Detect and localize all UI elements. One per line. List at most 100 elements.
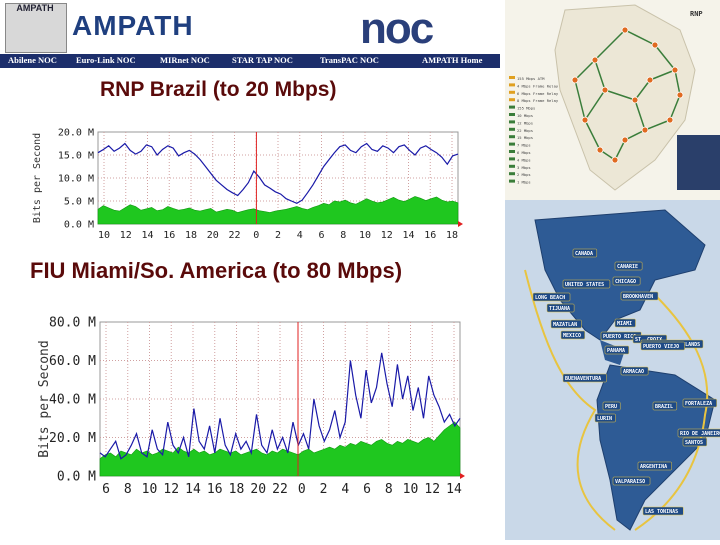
map-callout-box (560, 330, 586, 340)
outbound-line (97, 142, 459, 204)
legend-label: 155 Mbps (517, 106, 535, 111)
legend-swatch (509, 105, 515, 109)
map-callout-label: MEXICO (563, 333, 581, 339)
y-tick-label: 80.0 M (49, 316, 96, 331)
x-tick-label: 8 (124, 482, 132, 497)
map-callout-box (562, 279, 611, 289)
x-tick-label: 12 (120, 230, 132, 241)
network-node (601, 86, 609, 94)
x-tick-label: 20 (207, 230, 219, 241)
network-link (594, 59, 606, 91)
map-callout-box (612, 276, 641, 286)
x-tick-label: 22 (272, 482, 288, 497)
map-callout-box (637, 461, 672, 471)
x-tick-label: 22 (228, 230, 240, 241)
map-callout-label: CHICAGO (615, 279, 636, 285)
map-callout-box (604, 345, 630, 355)
map-callout-label: BUENAVENTURA (565, 376, 601, 382)
map-callout-label: MIAMI (617, 321, 632, 327)
x-tick-label: 10 (98, 230, 110, 241)
axis-arrow (458, 221, 463, 227)
inbound-area (97, 196, 459, 225)
map-callout-box (532, 292, 571, 302)
nav-link-ampath-home[interactable]: AMPATH Home (422, 55, 483, 65)
nav-link-startap[interactable]: STAR TAP NOC (232, 55, 293, 65)
ampath-brand[interactable]: AMPATH (72, 10, 194, 41)
chart-title-fiu: FIU Miami/So. America (to 80 Mbps) (30, 258, 403, 283)
legend-swatch (509, 142, 515, 146)
noc-logo: noc (360, 4, 434, 53)
x-tick-label: 8 (340, 230, 346, 241)
legend-label: 7 Mbps (517, 143, 531, 148)
network-link (669, 94, 681, 121)
x-tick-label: 16 (207, 482, 223, 497)
map-callout-label: FORTALEZA (685, 401, 712, 407)
map-callout-label: UNITED STATES (565, 282, 604, 288)
legend-swatch (509, 150, 515, 153)
nav-link-eurolink[interactable]: Euro-Link NOC (76, 55, 136, 65)
map-callout-box (614, 318, 636, 328)
network-node (671, 66, 679, 74)
map-callout-label: ARGENTINA (640, 464, 667, 470)
map-callout-label: TIJUANA (549, 306, 570, 312)
legend-swatch (509, 157, 515, 161)
ampath-logo[interactable] (5, 3, 67, 53)
map-callout-label: CANARIE (617, 264, 638, 270)
network-node (621, 26, 629, 34)
network-link (604, 89, 636, 101)
network-link (574, 79, 586, 121)
nav-bar: Abilene NOC Euro-Link NOC MIRnet NOC STA… (0, 54, 500, 68)
inset-photo (677, 135, 720, 190)
map-callout-label: PUERTO RICO (603, 334, 636, 340)
network-node (676, 91, 684, 99)
x-tick-label: 12 (163, 482, 179, 497)
rnp-network-map: RNP 155 Mbps ATM 4 Mbps Frame Relay 6 Mbps … (505, 0, 720, 200)
y-tick-label: 15.0 M (58, 151, 94, 162)
y-tick-label: 20.0 M (58, 128, 94, 139)
x-tick-label: 10 (142, 482, 158, 497)
x-tick-label: 8 (385, 482, 393, 497)
legend-label: 15 Mbps (517, 135, 533, 140)
y-tick-label: 5.0 M (64, 197, 94, 208)
map-callout-label: ARMACAO (623, 369, 644, 375)
map-callout-box (620, 291, 659, 301)
network-node (666, 116, 674, 124)
legend-swatch (509, 113, 515, 116)
legend-label: 4 Mbps Frame Relay (517, 83, 559, 88)
network-link (649, 69, 676, 81)
network-link (634, 99, 646, 131)
map-callout-box (594, 413, 616, 423)
network-link (644, 119, 671, 131)
x-tick-label: 14 (446, 482, 462, 497)
network-node (646, 76, 654, 84)
network-node (651, 41, 659, 49)
legend-label: 4 Mbps (517, 157, 531, 162)
x-tick-label: 14 (141, 230, 153, 241)
legend-swatch (509, 135, 515, 139)
network-link (634, 79, 651, 101)
legend-label: 10 Mbps (517, 113, 533, 118)
x-tick-label: 10 (359, 230, 371, 241)
nav-link-mirnet[interactable]: MIRnet NOC (160, 55, 210, 65)
legend-swatch (509, 127, 515, 131)
map-callout-label: LAS TONINAS (645, 509, 678, 515)
x-tick-label: 0 (298, 482, 306, 497)
network-link (624, 129, 646, 141)
legend-label: 3 Mbps (517, 165, 531, 170)
y-tick-label: 60.0 M (49, 354, 96, 369)
americas-network-map: CANADA CANARIE UNITED STATES CHICAGO BROOKHA… (505, 200, 720, 540)
x-tick-label: 18 (185, 230, 197, 241)
americas-map-svg: CANADA CANARIE UNITED STATES CHICAGO BROOKHA… (505, 200, 720, 540)
nav-link-abilene[interactable]: Abilene NOC (8, 55, 57, 65)
x-tick-label: 10 (403, 482, 419, 497)
legend-swatch (509, 120, 515, 124)
nav-link-transpac[interactable]: TransPAC NOC (320, 55, 379, 65)
network-node (581, 116, 589, 124)
x-tick-label: 4 (297, 230, 303, 241)
y-axis-label: Bits per Second (32, 133, 43, 223)
network-node (621, 136, 629, 144)
map-callout-label: PANAMA (607, 348, 625, 354)
map-callout-box (682, 398, 717, 408)
